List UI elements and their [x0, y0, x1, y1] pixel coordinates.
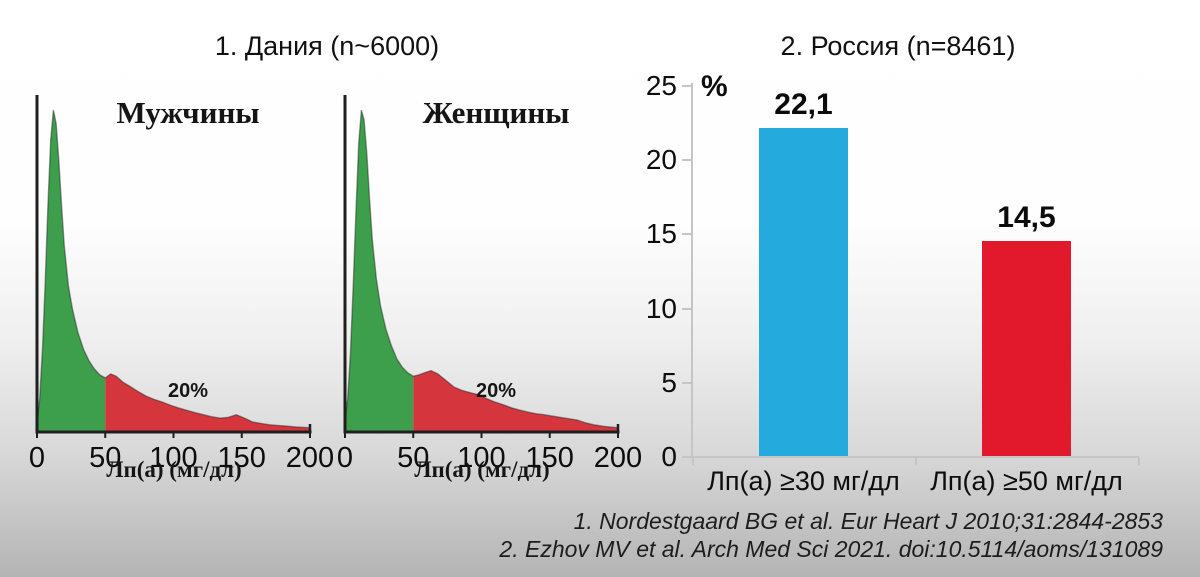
russia-chart-title: 2. Россия (n=8461): [780, 31, 1016, 61]
x-tick-label: 150: [525, 442, 574, 474]
density-plot: [35, 95, 312, 438]
y-tick-label: 0: [661, 441, 677, 472]
x-tick-label: 200: [593, 442, 643, 474]
x-tick-label: 200: [285, 442, 335, 474]
density-plot: [343, 95, 620, 438]
density-curve-outline: [344, 109, 619, 429]
y-tick-mark: [682, 233, 691, 236]
y-tick-label: 10: [645, 292, 677, 324]
y-tick-mark: [682, 307, 691, 310]
area-above-threshold: [105, 373, 310, 432]
area-below-threshold: [37, 110, 106, 432]
x-axis-line: [691, 456, 1139, 458]
x-tick-mark: [915, 458, 917, 465]
x-tick-label: 100: [149, 442, 198, 474]
bar-2: [982, 240, 1071, 456]
bar-category-label: Лп(а) ≥50 мг/дл: [930, 466, 1123, 496]
y-tick-mark: [682, 159, 691, 162]
area-below-threshold: [345, 110, 414, 432]
bar-value-label: 14,5: [997, 200, 1056, 234]
reference-2: 2. Ezhov MV et al. Arch Med Sci 2021. do…: [499, 536, 1163, 562]
reference-1: 1. Nordestgaard BG et al. Eur Heart J 20…: [573, 508, 1163, 534]
x-tick-label: 100: [457, 442, 506, 474]
y-tick-mark: [682, 381, 691, 384]
distribution-chart-men: 0 50 100 150 200 Мужчины 20% Лп(а) (мг/дл): [29, 95, 334, 495]
x-tick-label: 0: [28, 442, 46, 474]
series-name-label: Женщины: [422, 95, 570, 130]
y-tick-label: 20: [645, 144, 677, 176]
tail-percent-annotation: 20%: [167, 380, 209, 402]
denmark-chart-title: 1. Дания (n~6000): [214, 31, 440, 61]
series-name-label: Мужчины: [116, 95, 260, 130]
y-axis-unit-label: %: [701, 70, 728, 103]
bar-value-label: 22,1: [774, 88, 833, 122]
x-axis-title: Лп(а) (мг/дл): [414, 457, 550, 482]
density-curve-outline: [36, 109, 311, 429]
y-axis-line: [691, 83, 693, 458]
x-tick-mark: [1138, 458, 1140, 465]
bar-1: [759, 128, 848, 456]
y-tick-label: 5: [661, 366, 677, 398]
bar-category-label: Лп(а) ≥30 мг/дл: [707, 466, 900, 496]
references: 1. Nordestgaard BG et al. Eur Heart J 20…: [499, 507, 1163, 563]
distribution-chart-women: 0 50 100 150 200 Женщины 20% Лп(а) (мг/дл): [337, 95, 642, 495]
x-tick-label: 50: [397, 442, 430, 474]
x-axis-title: Лп(а) (мг/дл): [106, 457, 242, 482]
x-tick-label: 50: [89, 442, 122, 474]
y-tick-label: 15: [645, 218, 677, 250]
area-above-threshold: [413, 370, 618, 432]
y-tick-mark: [682, 85, 691, 87]
tail-percent-annotation: 20%: [475, 380, 517, 402]
x-tick-label: 0: [336, 442, 354, 474]
x-tick-label: 150: [217, 442, 266, 474]
x-tick-mark: [692, 458, 694, 465]
y-tick-mark: [682, 456, 691, 458]
y-tick-label: 25: [645, 70, 677, 101]
